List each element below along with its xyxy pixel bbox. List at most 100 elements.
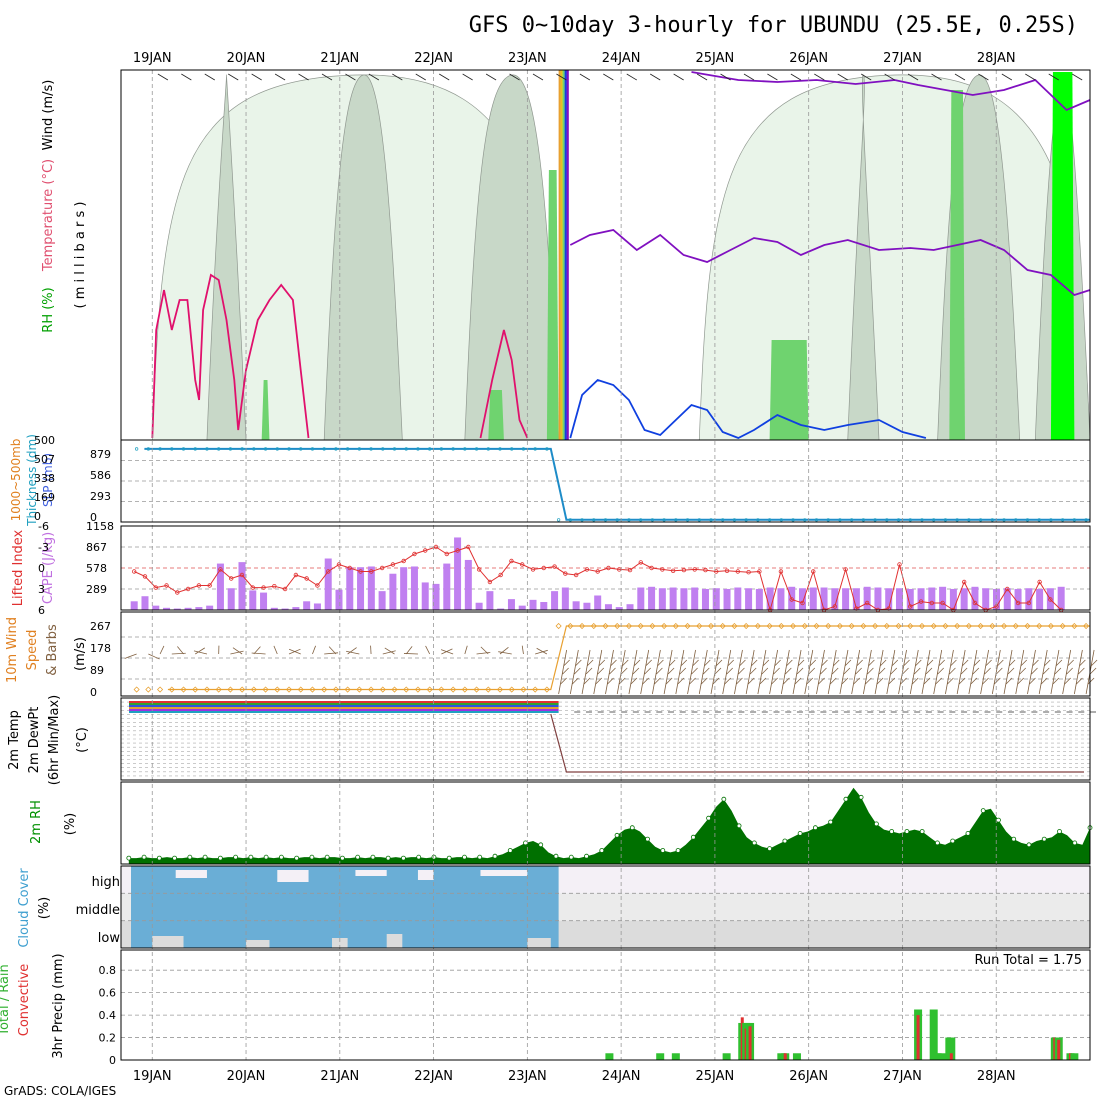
rh2m-point xyxy=(401,855,406,861)
thickness-point xyxy=(228,447,233,451)
cape-bar xyxy=(378,591,386,610)
precip-tick: 0.6 xyxy=(99,987,117,1000)
lifted-point xyxy=(552,564,557,569)
wind-speed-point xyxy=(684,622,691,630)
lifted-point xyxy=(573,572,579,578)
rh2m-point xyxy=(370,854,376,860)
lifted-point xyxy=(940,600,945,606)
wind-tick: 89 xyxy=(90,664,104,677)
wind-speed-point xyxy=(473,686,480,693)
rh2m-point xyxy=(645,836,650,842)
precip-total-bar xyxy=(671,1053,680,1060)
wind-speed-point xyxy=(215,686,222,693)
rh2m-point xyxy=(904,829,910,834)
wind-speed-point xyxy=(731,622,738,630)
wind-barb xyxy=(1050,649,1063,695)
wind-barb xyxy=(195,647,206,655)
rh2m-point xyxy=(828,819,834,825)
wind-barb-upper xyxy=(1048,73,1059,81)
wind-speed-point xyxy=(672,622,679,630)
wind-speed-point xyxy=(496,686,504,693)
wind-barb xyxy=(347,647,357,655)
rh2m-point xyxy=(477,854,483,860)
wind-barb-upper xyxy=(696,73,708,81)
rh2m-point xyxy=(141,854,147,860)
wind-speed-point xyxy=(895,622,902,630)
wind-barb xyxy=(675,649,688,695)
lifted-point xyxy=(207,583,212,588)
temp-drop-line xyxy=(550,713,1084,773)
lifted-point xyxy=(800,600,805,606)
cape-label: CAPE (J/kg) xyxy=(41,532,56,604)
lifted-point xyxy=(714,569,719,574)
thickness-point xyxy=(697,518,701,522)
wind-barb xyxy=(956,649,969,695)
thickness-point xyxy=(510,447,514,451)
wind-barb xyxy=(687,649,699,695)
thickness-point xyxy=(1025,518,1030,522)
wind-barb xyxy=(862,649,875,695)
wind10m-unit: (m/s) xyxy=(73,637,88,671)
lifted-cape-panel xyxy=(121,537,1090,613)
cape-bar xyxy=(357,567,365,610)
temp2m-unit: (°C) xyxy=(75,727,90,753)
wind-barb xyxy=(1073,649,1086,695)
wind-barb-upper xyxy=(1001,73,1013,81)
lifted-point xyxy=(1026,600,1032,606)
wind-tick: 267 xyxy=(90,620,111,633)
thickness-point xyxy=(826,518,830,522)
cape-bar xyxy=(335,589,343,610)
wind-barb xyxy=(780,649,793,695)
thickness-point xyxy=(158,447,162,451)
rh2m-point xyxy=(324,854,330,860)
wind-barb xyxy=(324,652,339,655)
lifted-point xyxy=(972,600,978,606)
cape-bar xyxy=(949,588,957,610)
temp-line-pink xyxy=(479,329,529,439)
thickness-point xyxy=(533,447,537,451)
wind-speed-point xyxy=(696,622,703,630)
rh2m-point xyxy=(263,854,269,860)
temp-line-pink xyxy=(151,273,310,439)
wind-barb xyxy=(898,649,910,695)
cape-tick: 578 xyxy=(86,562,107,575)
lifted-point xyxy=(961,579,967,585)
rh2m-point xyxy=(446,855,452,861)
date-label-top: 24JAN xyxy=(602,51,641,66)
cloud-gap xyxy=(386,934,403,948)
cloud-level-middle: middle xyxy=(76,903,120,918)
panel-frame-lifted xyxy=(120,525,1091,611)
cape-bar xyxy=(648,586,656,610)
temp-band-early xyxy=(129,709,559,711)
rh2m-point xyxy=(187,854,193,860)
wind-barb-upper xyxy=(743,73,755,81)
wind-barb xyxy=(1015,649,1028,695)
wind-barb xyxy=(945,649,957,695)
wind-speed-point xyxy=(239,686,246,693)
wind-speed-point xyxy=(930,622,937,630)
wind-speed-point xyxy=(965,622,972,630)
temp-line-purple-top xyxy=(691,71,1091,112)
cape-bar xyxy=(216,563,224,610)
cape-bar xyxy=(626,604,634,610)
lifted-tick: -3 xyxy=(38,541,49,554)
lifted-point xyxy=(843,567,848,572)
date-label-top: 22JAN xyxy=(414,51,453,66)
date-label-bottom: 19JAN xyxy=(133,1069,172,1084)
wind-speed-point xyxy=(332,686,339,693)
wind-speed-point xyxy=(1012,622,1019,630)
rh2m-point xyxy=(584,853,589,859)
wind-barb xyxy=(1085,649,1098,695)
lifted-point xyxy=(918,599,924,604)
date-label-bottom: 24JAN xyxy=(602,1069,641,1084)
thickness-point xyxy=(861,518,866,522)
lifted-point xyxy=(595,569,600,574)
wind-barb xyxy=(403,653,418,655)
lifted-point xyxy=(132,569,137,574)
lifted-point xyxy=(369,569,374,574)
thickness-point xyxy=(803,518,807,522)
lifted-point xyxy=(660,567,665,572)
cloud-gap xyxy=(246,940,270,948)
lifted-point xyxy=(358,569,363,574)
